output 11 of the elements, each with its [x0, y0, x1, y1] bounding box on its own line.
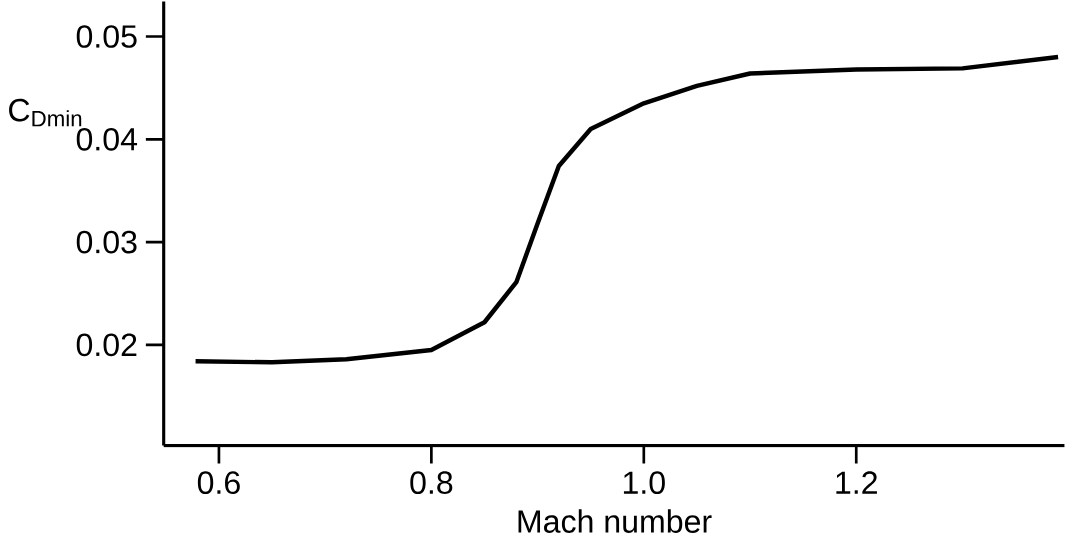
x-axis-title: Mach number	[518, 509, 712, 533]
y-axis-title: C$_{Dmin}$	[9, 98, 82, 127]
x-tick-label: 0.8	[410, 471, 453, 494]
y-tick-label: 0.03	[76, 230, 137, 254]
x-tick-label: 0.6	[197, 471, 240, 494]
line-series	[193, 54, 1061, 365]
y-tick-label: 0.05	[76, 24, 137, 48]
y-tick-label: 0.02	[76, 333, 137, 357]
x-tick-label: 1.0	[623, 471, 665, 494]
x-tick-label: 1.2	[836, 471, 877, 494]
y-tick-label: 0.04	[76, 127, 138, 151]
